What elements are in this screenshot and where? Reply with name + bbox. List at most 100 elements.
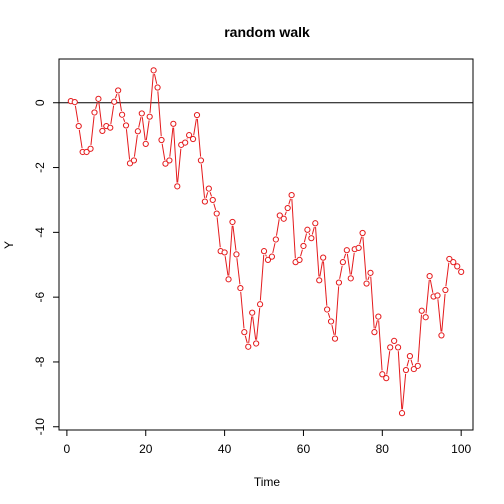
y-tick-label: 0 xyxy=(33,99,47,106)
data-point xyxy=(438,332,445,339)
series-segment xyxy=(252,316,257,340)
data-point xyxy=(442,286,449,294)
data-point xyxy=(339,259,346,266)
data-point xyxy=(174,183,181,190)
data-point xyxy=(158,136,165,144)
series-segment xyxy=(110,105,115,125)
data-point xyxy=(138,110,145,117)
series-segment xyxy=(406,359,410,367)
data-point xyxy=(229,218,236,226)
data-point xyxy=(95,95,102,102)
series-segment xyxy=(417,314,422,363)
series-segment xyxy=(224,256,229,276)
data-point xyxy=(71,98,78,106)
data-point xyxy=(122,122,130,129)
series-segment xyxy=(149,74,154,113)
series-segment xyxy=(265,254,267,257)
data-point xyxy=(182,139,189,146)
y-axis-label: Y xyxy=(2,241,16,249)
series-segment xyxy=(173,127,178,183)
series-segment xyxy=(98,102,103,128)
series-segment xyxy=(437,299,442,332)
series-segment xyxy=(236,258,241,285)
series-segment xyxy=(125,129,131,160)
data-point xyxy=(162,160,169,167)
x-tick-label: 40 xyxy=(218,442,232,456)
series-segment xyxy=(425,279,430,314)
series-segment xyxy=(275,219,280,236)
series-segment xyxy=(374,320,378,329)
series-segment xyxy=(386,351,391,375)
data-point xyxy=(379,371,386,378)
data-point xyxy=(320,254,327,261)
data-point xyxy=(422,314,429,321)
series-segment xyxy=(339,265,343,279)
series-segment xyxy=(401,373,407,410)
data-point xyxy=(107,124,114,131)
data-point xyxy=(233,251,240,258)
data-point xyxy=(256,301,264,308)
series-segment xyxy=(157,91,162,137)
data-point xyxy=(237,284,244,292)
x-tick-label: 20 xyxy=(139,442,153,456)
series-segment xyxy=(205,192,209,199)
x-tick-label: 80 xyxy=(376,442,390,456)
data-point xyxy=(150,67,157,74)
series-segment xyxy=(300,249,303,257)
data-point xyxy=(391,337,398,344)
y-tick-label: -8 xyxy=(33,356,47,367)
data-point xyxy=(284,204,291,212)
series-segment xyxy=(122,118,126,123)
data-point xyxy=(186,132,193,139)
series-layer xyxy=(67,67,465,417)
series-segment xyxy=(95,102,98,109)
series-segment xyxy=(367,276,370,281)
series-segment xyxy=(196,118,202,157)
series-segment xyxy=(133,134,138,157)
data-point xyxy=(253,340,260,347)
data-point xyxy=(268,253,276,260)
series-segment xyxy=(410,359,414,366)
data-point xyxy=(249,309,256,316)
data-point xyxy=(324,306,331,313)
data-point xyxy=(454,263,461,270)
data-point xyxy=(118,111,126,118)
series-segment xyxy=(74,105,79,123)
chart-title: random walk xyxy=(224,24,310,40)
data-point xyxy=(201,198,208,205)
data-point xyxy=(130,157,138,164)
series-segment xyxy=(209,192,212,197)
series-segment xyxy=(244,335,248,344)
data-point xyxy=(398,410,406,417)
series-segment xyxy=(370,276,375,329)
data-point xyxy=(296,256,303,263)
x-axis: 0 20 40 60 80 100 xyxy=(64,429,472,456)
series-segment xyxy=(177,148,182,183)
x-tick-label: 0 xyxy=(64,442,71,456)
series-segment xyxy=(343,253,347,259)
data-point xyxy=(87,145,94,152)
data-point xyxy=(245,343,252,350)
series-segment xyxy=(350,252,355,275)
data-point xyxy=(394,344,402,351)
data-point xyxy=(276,212,283,219)
data-point xyxy=(410,365,417,373)
data-point xyxy=(387,344,394,351)
series-segment xyxy=(240,291,245,329)
data-point xyxy=(418,307,425,314)
data-point xyxy=(434,292,441,299)
data-point xyxy=(316,277,323,284)
series-segment xyxy=(362,236,367,280)
series-segment xyxy=(248,316,253,344)
data-point xyxy=(197,157,205,164)
data-point xyxy=(264,256,272,263)
series-segment xyxy=(308,232,311,235)
series-segment xyxy=(288,198,292,205)
series-segment xyxy=(161,143,166,160)
series-segment xyxy=(334,286,340,335)
series-segment xyxy=(256,308,261,340)
data-point xyxy=(406,353,414,360)
data-point xyxy=(166,157,173,164)
series-segment xyxy=(213,203,217,211)
